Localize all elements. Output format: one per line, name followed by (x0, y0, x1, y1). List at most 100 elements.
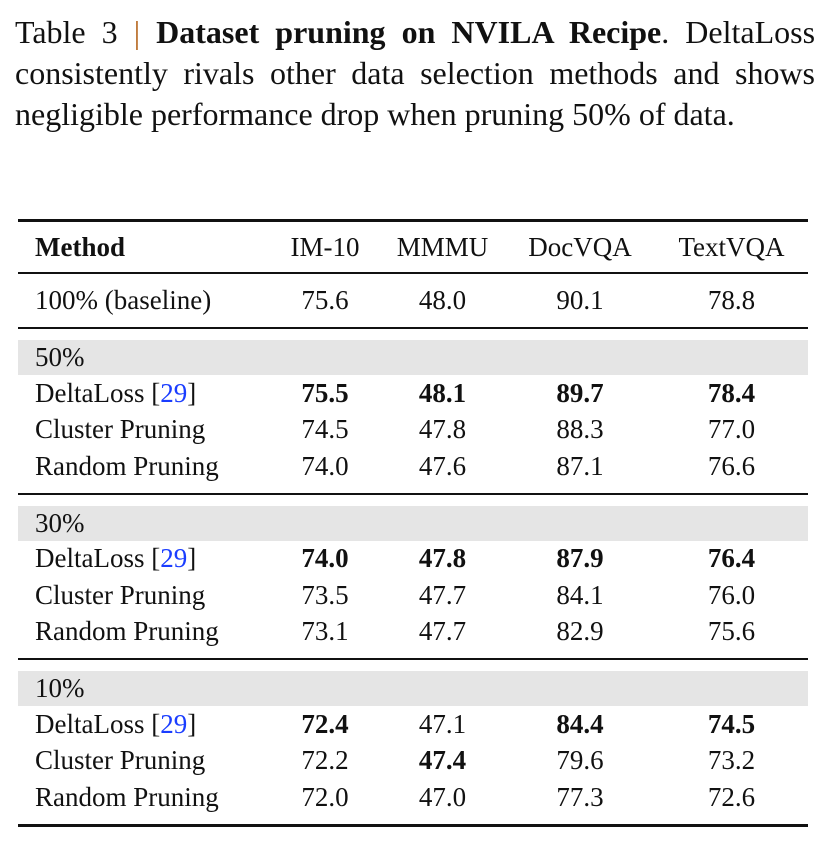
group-rule (18, 327, 808, 329)
value-cell: 47.8 (418, 414, 467, 445)
group-body: DeltaLoss [29] 72.4 47.1 84.4 74.5 Cluster Pr… (18, 706, 808, 824)
value-cell: 87.1 (556, 450, 604, 481)
value-cell: 87.9 (556, 543, 604, 574)
value-cell: 48.1 (418, 377, 467, 408)
method-cell: Random Pruning (18, 451, 270, 482)
caption-title: Dataset pruning on NVILA Recipe (156, 14, 662, 50)
value-cell: 75.6 (707, 616, 756, 647)
header-mmmu: MMMU (396, 231, 489, 262)
method-name: Random Pruning (35, 781, 219, 812)
method-name: Cluster Pruning (35, 579, 206, 610)
caption-text: . DeltaLoss consistently rivals other da… (15, 14, 816, 132)
method-cell: Random Pruning (18, 782, 270, 813)
baseline-row: 100% (baseline) 75.6 48.0 90.1 78.8 (18, 274, 808, 327)
value-cell: 47.7 (418, 579, 467, 610)
header-docvqa: DocVQA (528, 231, 632, 262)
citation-number[interactable]: 29 (160, 377, 188, 408)
caption-separator: | (133, 14, 141, 50)
value-cell: 47.7 (418, 616, 467, 647)
value-cell: 76.6 (707, 450, 756, 481)
method-name: DeltaLoss (35, 543, 145, 574)
citation-link[interactable]: [29] (151, 708, 197, 739)
value-cell: 74.0 (301, 450, 349, 481)
method-cell: Random Pruning (18, 616, 270, 647)
value-cell: 78.4 (707, 377, 756, 408)
header-method: Method (35, 231, 125, 262)
method-cell: DeltaLoss [29] (18, 543, 270, 574)
group-label: 50% (35, 342, 85, 372)
results-table: Method IM-10 MMMU DocVQA TextVQA 100% (b… (18, 219, 808, 827)
value-cell: 76.4 (707, 543, 756, 574)
value-cell: 76.0 (707, 579, 756, 610)
value-cell: 79.6 (556, 745, 604, 776)
group-label: 10% (35, 673, 85, 703)
top-rule (18, 219, 808, 222)
table-row: DeltaLoss [29] 72.4 47.1 84.4 74.5 (18, 706, 808, 743)
header-im10: IM-10 (290, 231, 360, 262)
group-label: 30% (35, 507, 85, 538)
value-cell: 73.2 (707, 745, 756, 776)
baseline-value: 78.8 (707, 285, 756, 315)
citation-number[interactable]: 29 (160, 708, 188, 739)
method-cell: Cluster Pruning (18, 580, 270, 611)
method-cell: DeltaLoss [29] (18, 378, 270, 409)
value-cell: 72.2 (301, 745, 349, 776)
method-cell: DeltaLoss [29] (18, 709, 270, 740)
value-cell: 47.4 (418, 745, 467, 776)
method-name: Random Pruning (35, 616, 219, 647)
value-cell: 84.4 (556, 708, 604, 739)
value-cell: 74.5 (301, 414, 349, 445)
baseline-value: 75.6 (301, 285, 349, 315)
table-row: DeltaLoss [29] 75.5 48.1 89.7 78.4 (18, 375, 808, 412)
method-name: DeltaLoss (35, 708, 145, 739)
value-cell: 47.6 (418, 450, 467, 481)
baseline-method: 100% (baseline) (35, 285, 212, 315)
group-label-row: 50% (18, 340, 808, 375)
table-row: Cluster Pruning 73.5 47.7 84.1 76.0 (18, 577, 808, 614)
citation-number[interactable]: 29 (160, 543, 188, 574)
method-name: Cluster Pruning (35, 414, 206, 445)
value-cell: 88.3 (556, 414, 604, 445)
group-rule (18, 492, 808, 495)
group-body: DeltaLoss [29] 74.0 47.8 87.9 76.4 Cluster Pr… (18, 541, 808, 659)
value-cell: 82.9 (556, 616, 604, 647)
header-rule (18, 272, 808, 274)
value-cell: 75.5 (301, 377, 349, 408)
baseline-value: 90.1 (556, 285, 604, 315)
value-cell: 77.0 (707, 414, 756, 445)
value-cell: 77.3 (556, 781, 604, 812)
group-label-row: 30% (18, 505, 808, 541)
group-rule (18, 658, 808, 660)
value-cell: 47.1 (418, 708, 467, 739)
header-row: Method IM-10 MMMU DocVQA TextVQA (18, 222, 808, 272)
table-caption: Table 3 | Dataset pruning on NVILA Recip… (15, 12, 815, 135)
value-cell: 84.1 (556, 579, 604, 610)
value-cell: 74.5 (707, 708, 756, 739)
caption-label: Table 3 (15, 14, 118, 50)
value-cell: 72.0 (301, 781, 349, 812)
value-cell: 73.5 (301, 579, 349, 610)
citation-link[interactable]: [29] (151, 543, 197, 574)
value-cell: 72.4 (301, 708, 349, 739)
group-label-row: 10% (18, 671, 808, 706)
method-name: Cluster Pruning (35, 745, 206, 776)
value-cell: 73.1 (301, 616, 349, 647)
citation-link[interactable]: [29] (151, 377, 197, 408)
table-row: Cluster Pruning 74.5 47.8 88.3 77.0 (18, 412, 808, 449)
method-cell: Cluster Pruning (18, 414, 270, 445)
table-groups: 50% DeltaLoss [29] 75.5 48.1 89.7 78.4 Cluster… (18, 327, 808, 827)
bottom-rule (18, 823, 808, 827)
value-cell: 72.6 (707, 781, 756, 812)
method-name: DeltaLoss (35, 377, 145, 408)
baseline-value: 48.0 (418, 285, 467, 315)
table-row: DeltaLoss [29] 74.0 47.8 87.9 76.4 (18, 541, 808, 578)
header-textvqa: TextVQA (678, 231, 785, 262)
table-row: Random Pruning 72.0 47.0 77.3 72.6 (18, 779, 808, 816)
table-row: Cluster Pruning 72.2 47.4 79.6 73.2 (18, 743, 808, 780)
value-cell: 47.8 (418, 543, 467, 574)
method-name: Random Pruning (35, 450, 219, 481)
table-row: Random Pruning 74.0 47.6 87.1 76.6 (18, 448, 808, 485)
group-body: DeltaLoss [29] 75.5 48.1 89.7 78.4 Cluster Pr… (18, 375, 808, 493)
value-cell: 89.7 (556, 377, 604, 408)
value-cell: 47.0 (418, 781, 467, 812)
